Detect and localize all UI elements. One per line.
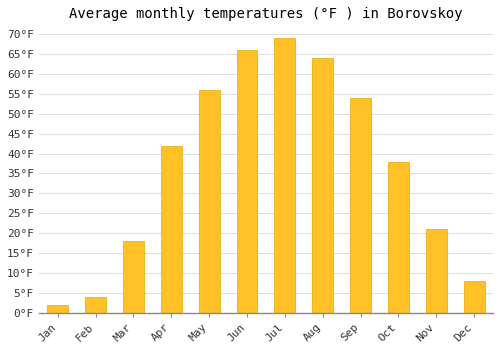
Bar bbox=[426, 229, 446, 313]
Bar bbox=[85, 297, 106, 313]
Bar bbox=[274, 38, 295, 313]
Bar bbox=[350, 98, 371, 313]
Bar bbox=[48, 305, 68, 313]
Bar bbox=[312, 58, 333, 313]
Bar bbox=[464, 281, 484, 313]
Bar bbox=[123, 241, 144, 313]
Title: Average monthly temperatures (°F ) in Borovskoy: Average monthly temperatures (°F ) in Bo… bbox=[69, 7, 462, 21]
Bar bbox=[388, 161, 409, 313]
Bar bbox=[198, 90, 220, 313]
Bar bbox=[236, 50, 258, 313]
Bar bbox=[161, 146, 182, 313]
